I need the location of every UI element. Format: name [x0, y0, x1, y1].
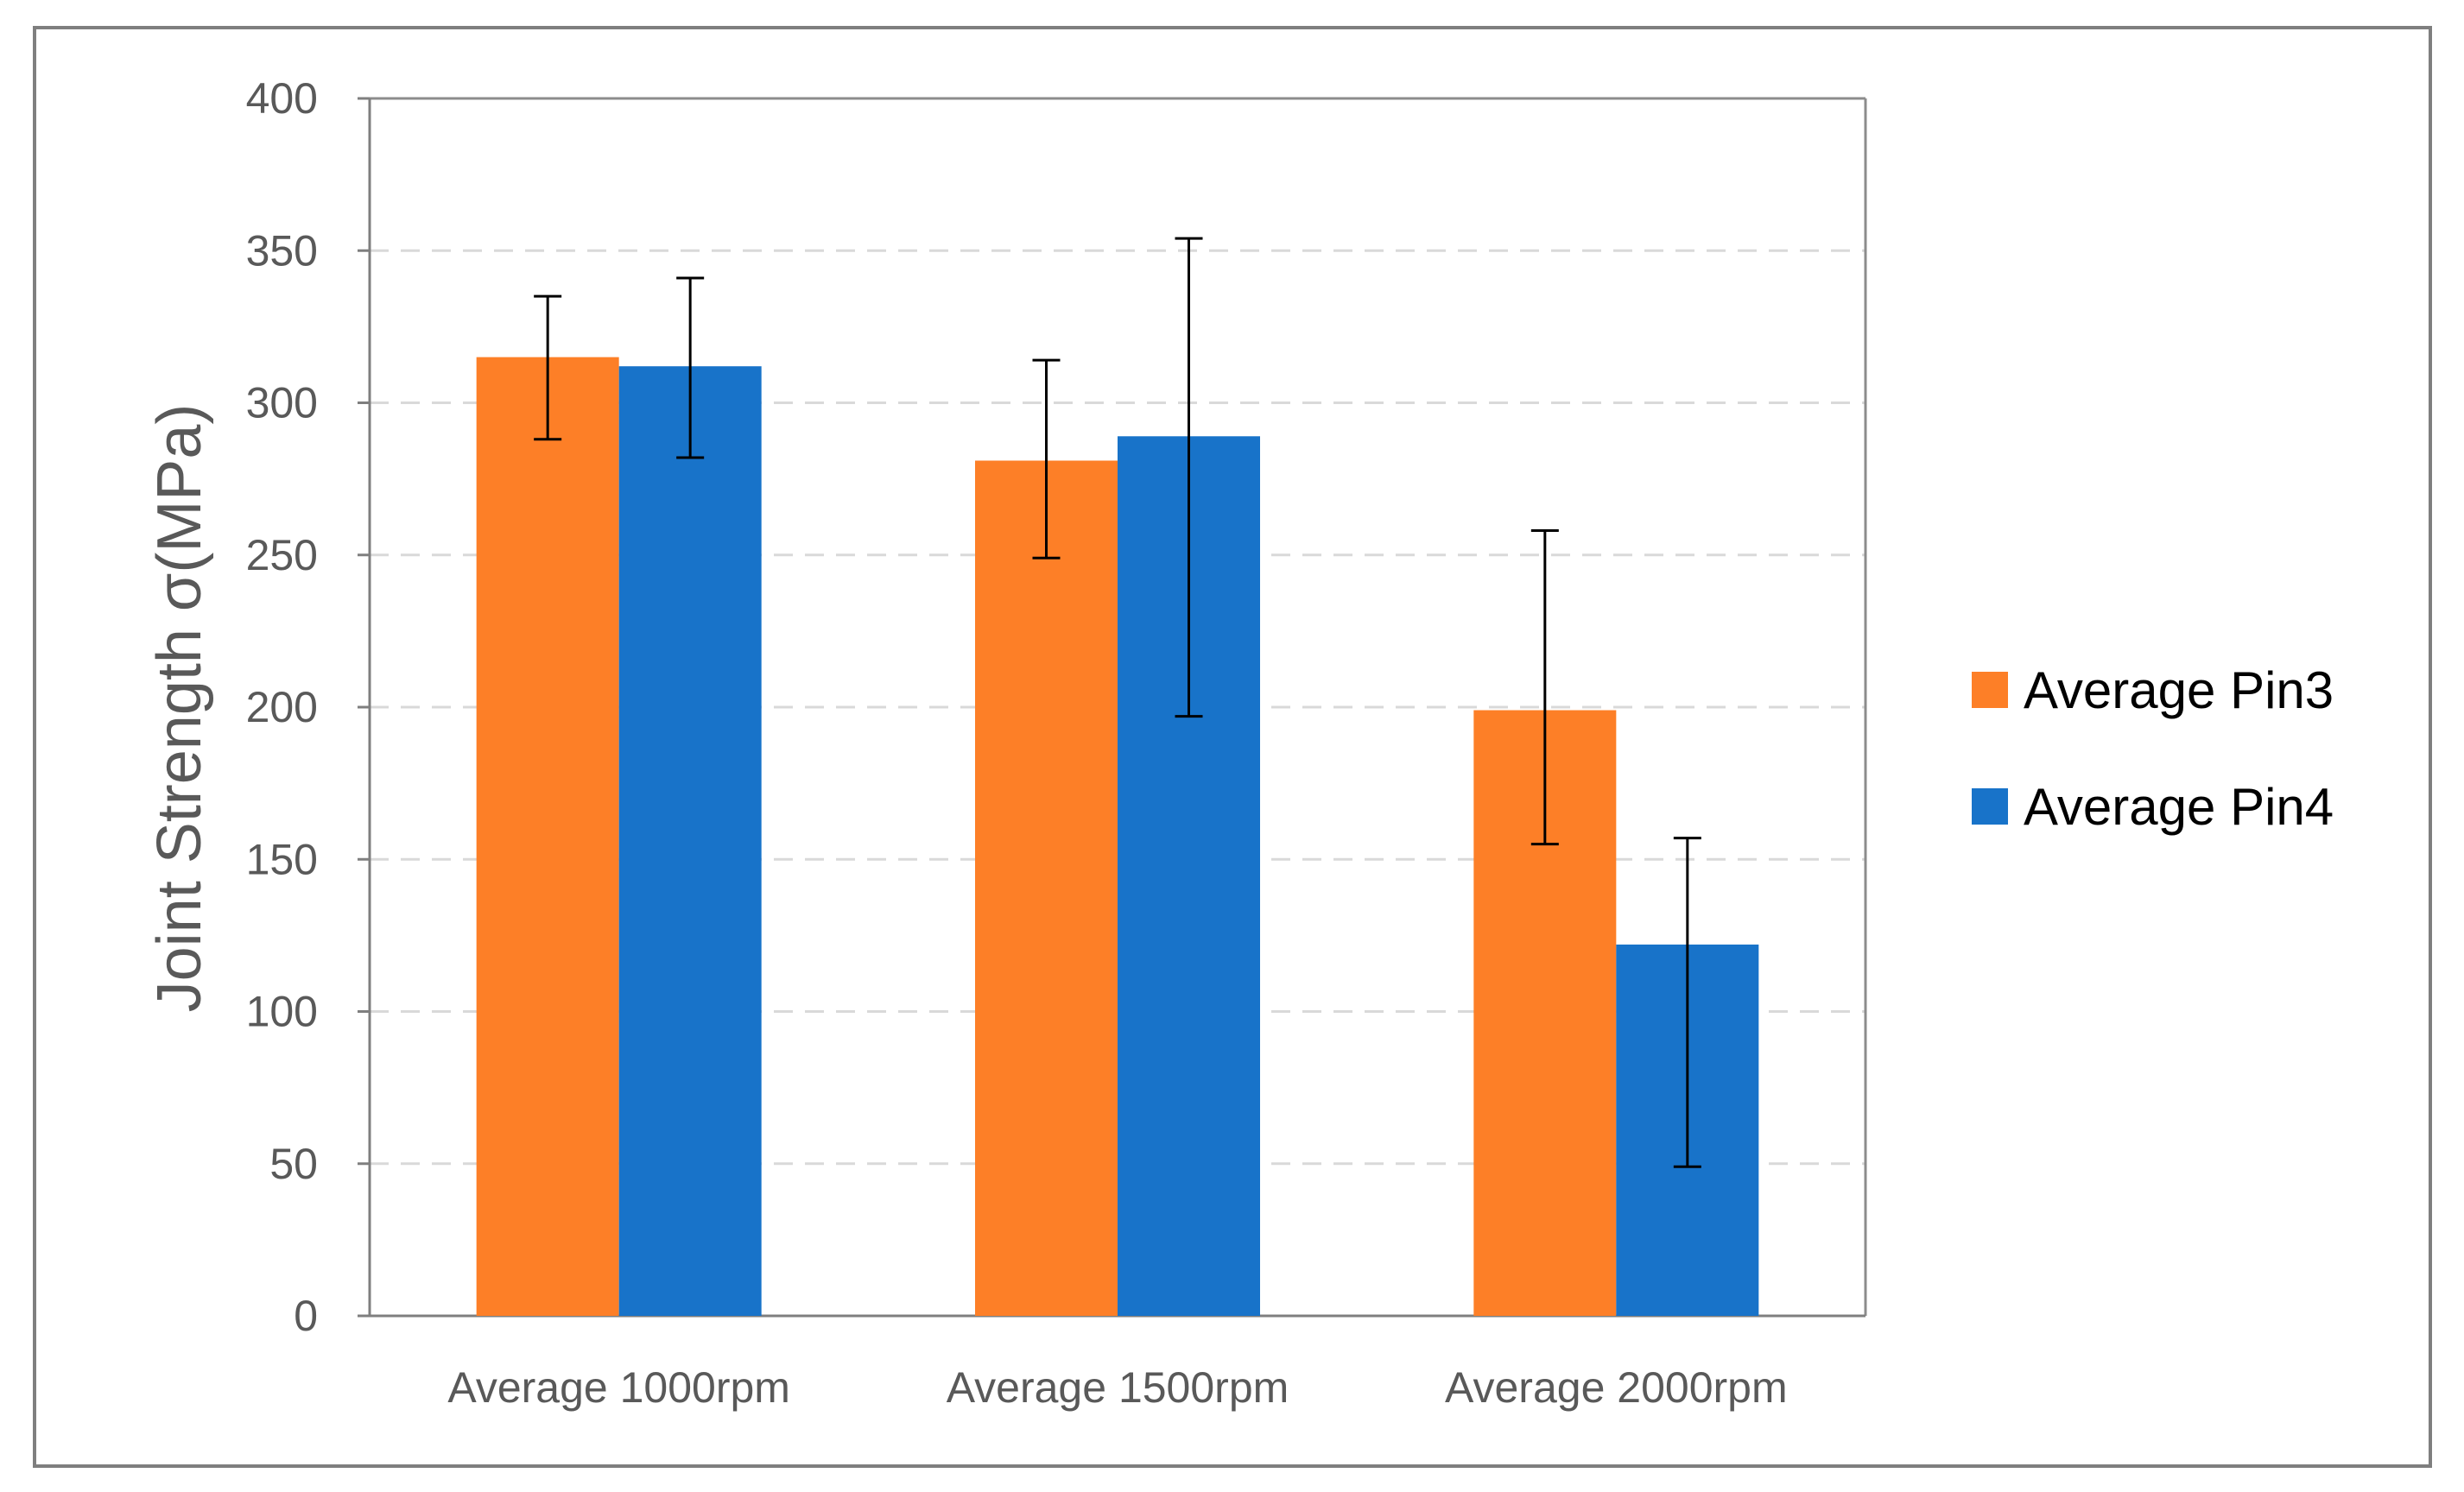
- y-tick-label: 200: [246, 683, 318, 731]
- y-tick-label: 150: [246, 835, 318, 883]
- x-tick-label: Average 2000rpm: [1445, 1363, 1788, 1412]
- tick-labels: 0 50 100 150 200 250 300 350 400 Average 1000rpm A…: [246, 74, 1788, 1412]
- legend-swatch-1: [1972, 672, 2008, 708]
- y-tick-label: 350: [246, 226, 318, 275]
- legend-swatch-2: [1972, 788, 2008, 825]
- y-tick-label: 100: [246, 988, 318, 1036]
- legend-label-1: Average Pin3: [2024, 661, 2334, 719]
- x-tick-label: Average 1000rpm: [447, 1363, 790, 1412]
- y-tick-label: 0: [294, 1292, 318, 1340]
- y-tick-label: 400: [246, 74, 318, 123]
- y-tick-label: 250: [246, 531, 318, 579]
- legend: Average Pin3 Average Pin4: [1972, 661, 2334, 836]
- y-tick-label: 50: [269, 1140, 318, 1188]
- bar-average-pin3-1: [476, 357, 619, 1316]
- x-tick-label: Average 1500rpm: [947, 1363, 1289, 1412]
- bar-average-pin3-2: [975, 460, 1118, 1316]
- y-tick-label: 300: [246, 379, 318, 427]
- legend-label-2: Average Pin4: [2024, 778, 2334, 836]
- bar-average-pin4-1: [618, 366, 762, 1317]
- error-bars: [534, 237, 1701, 1168]
- bars: [476, 357, 1759, 1317]
- y-axis-title: Joint Strength σ(MPa): [145, 404, 214, 1013]
